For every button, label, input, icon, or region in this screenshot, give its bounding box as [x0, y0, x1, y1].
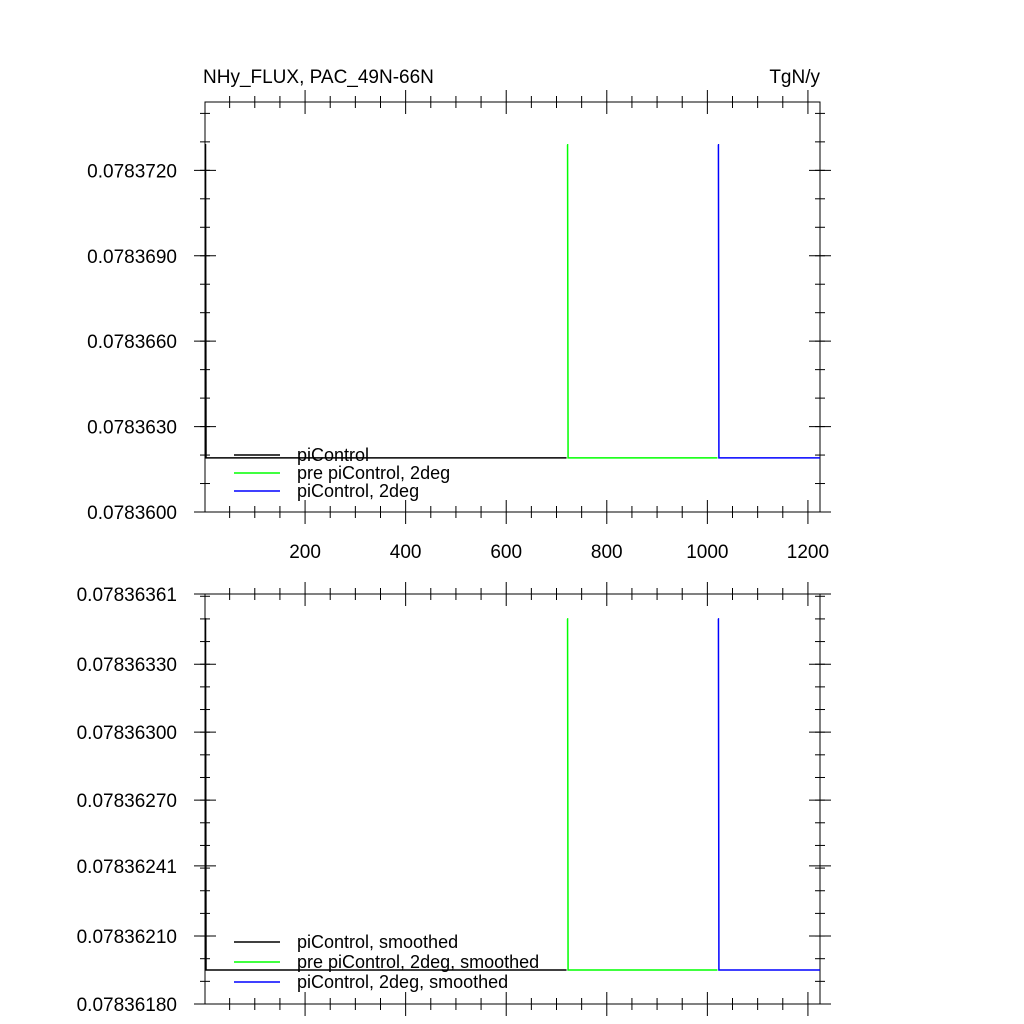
- series-line: [204, 143, 567, 459]
- legend-label: piControl: [297, 445, 369, 465]
- x-tick-label: 1200: [787, 542, 829, 563]
- x-tick-label: 400: [390, 542, 422, 563]
- legend-label: pre piControl, 2deg, smoothed: [297, 952, 539, 972]
- x-tick-label: 800: [591, 542, 623, 563]
- top-panel: 0.0783600 0.0783630 0.0783660 0.0783690 0.07…: [87, 67, 831, 563]
- x-tick-label: 600: [490, 542, 522, 563]
- y-tick-label: 0.07836180: [77, 995, 177, 1016]
- legend-label: piControl, 2deg: [297, 481, 419, 501]
- series-line: [717, 618, 820, 971]
- y-tick-label: 0.0783630: [87, 418, 177, 439]
- y-tick-label: 0.0783600: [87, 503, 177, 524]
- bottom-panel: 0.07836180 0.07836210 0.07836241 0.07836270…: [77, 582, 831, 1016]
- y-tick-label: 0.07836300: [77, 723, 177, 744]
- chart-units: TgN/y: [769, 67, 820, 88]
- series-line: [566, 143, 718, 459]
- series-line: [204, 618, 567, 971]
- y-tick-label: 0.0783690: [87, 247, 177, 268]
- legend-label: piControl, 2deg, smoothed: [297, 972, 508, 992]
- y-tick-label: 0.07836270: [77, 791, 177, 812]
- y-tick-label: 0.0783720: [87, 161, 177, 182]
- x-tick-label: 1000: [686, 542, 728, 563]
- series-line: [717, 143, 820, 459]
- x-tick-label: 200: [289, 542, 321, 563]
- series-line: [566, 618, 718, 971]
- legend-label: pre piControl, 2deg: [297, 463, 450, 483]
- y-tick-label: 0.0783660: [87, 332, 177, 353]
- y-tick-label: 0.07836361: [77, 585, 177, 606]
- y-tick-label: 0.07836241: [77, 857, 177, 878]
- y-tick-label: 0.07836210: [77, 927, 177, 948]
- chart-title: NHy_FLUX, PAC_49N-66N: [203, 67, 434, 88]
- y-tick-label: 0.07836330: [77, 655, 177, 676]
- plot-frame: [204, 593, 821, 1005]
- legend-label: piControl, smoothed: [297, 932, 458, 952]
- plot-frame: [204, 101, 821, 513]
